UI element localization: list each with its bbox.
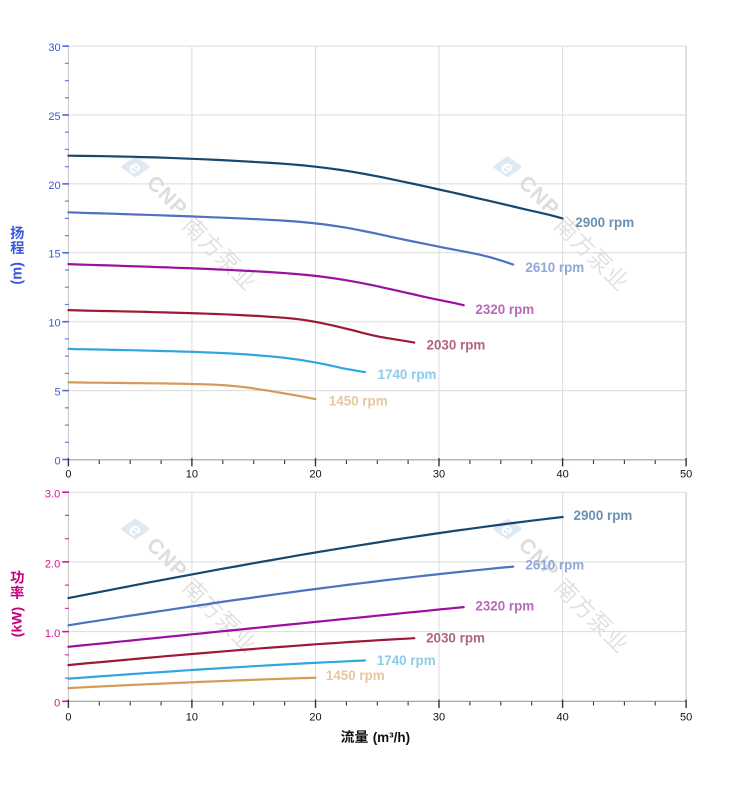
svg-text:1740 rpm: 1740 rpm [378,367,437,382]
svg-text:10: 10 [186,712,198,724]
svg-text:40: 40 [556,468,568,480]
svg-text:3.0: 3.0 [45,489,60,501]
svg-text:2900 rpm: 2900 rpm [575,215,634,230]
svg-text:30: 30 [433,712,445,724]
svg-text:20: 20 [309,468,321,480]
svg-text:2610 rpm: 2610 rpm [525,558,584,573]
svg-text:25: 25 [48,111,60,123]
svg-text:2610 rpm: 2610 rpm [525,260,584,275]
svg-text:(kW): (kW) [8,607,24,637]
svg-text:CNP: CNP [142,171,192,221]
svg-text:2030 rpm: 2030 rpm [427,338,486,353]
svg-text:1740 rpm: 1740 rpm [377,653,436,668]
svg-text:40: 40 [556,712,568,724]
svg-text:2320 rpm: 2320 rpm [475,598,534,613]
svg-text:50: 50 [680,468,692,480]
svg-text:1450 rpm: 1450 rpm [329,394,388,409]
svg-text:2030 rpm: 2030 rpm [426,631,485,646]
svg-text:15: 15 [48,249,60,261]
svg-text:20: 20 [48,180,60,192]
svg-text:20: 20 [309,712,321,724]
svg-text:2.0: 2.0 [45,558,60,570]
svg-text:1450 rpm: 1450 rpm [326,668,385,683]
svg-text:10: 10 [186,468,198,480]
svg-text:0: 0 [54,455,60,467]
svg-text:0: 0 [65,468,71,480]
svg-text:50: 50 [680,712,692,724]
svg-text:2900 rpm: 2900 rpm [574,508,633,523]
svg-text:1.0: 1.0 [45,628,60,640]
svg-text:2320 rpm: 2320 rpm [475,302,534,317]
svg-text:0: 0 [65,712,71,724]
svg-text:(m³/h): (m³/h) [373,730,411,745]
svg-text:(m): (m) [10,262,26,285]
svg-text:10: 10 [48,318,60,330]
svg-text:5: 5 [54,387,60,399]
svg-text:30: 30 [48,42,60,54]
svg-text:0: 0 [54,698,60,710]
svg-text:30: 30 [433,468,445,480]
